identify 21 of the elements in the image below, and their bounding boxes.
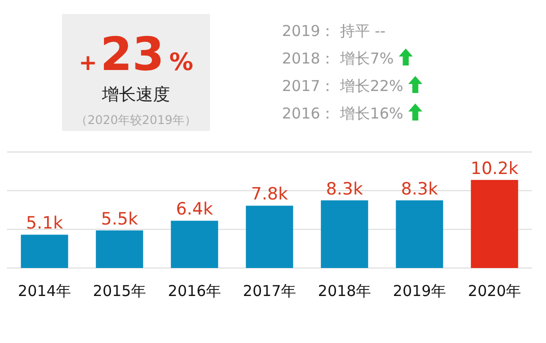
text: 2018： 增长7% <box>282 50 394 68</box>
text: 2016： 增长16% <box>282 104 404 122</box>
text: +23% <box>78 27 194 81</box>
text: 增长速度 <box>101 85 170 105</box>
x-tick-label: 2018年 <box>318 282 372 300</box>
text: 2019： 持平 -- <box>282 22 386 40</box>
data-label: 8.3k <box>401 179 438 200</box>
x-tick-label: 2016年 <box>168 282 222 300</box>
x-tick-label: 2020年 <box>468 282 522 300</box>
text: 2017： 增长22% <box>282 77 404 95</box>
x-tick-label: 2017年 <box>242 282 296 300</box>
text: （2020年较2019年） <box>75 113 197 127</box>
data-label: 7.8k <box>251 184 288 205</box>
x-tick-label: 2014年 <box>18 282 72 300</box>
data-label: 5.5k <box>101 209 138 230</box>
data-label: 8.3k <box>326 179 364 200</box>
x-tick-label: 2015年 <box>92 282 146 300</box>
data-label: 6.4k <box>176 200 214 220</box>
data-label: 10.2k <box>470 158 518 179</box>
x-tick-label: 2019年 <box>392 282 446 300</box>
data-label: 5.1k <box>26 214 64 234</box>
